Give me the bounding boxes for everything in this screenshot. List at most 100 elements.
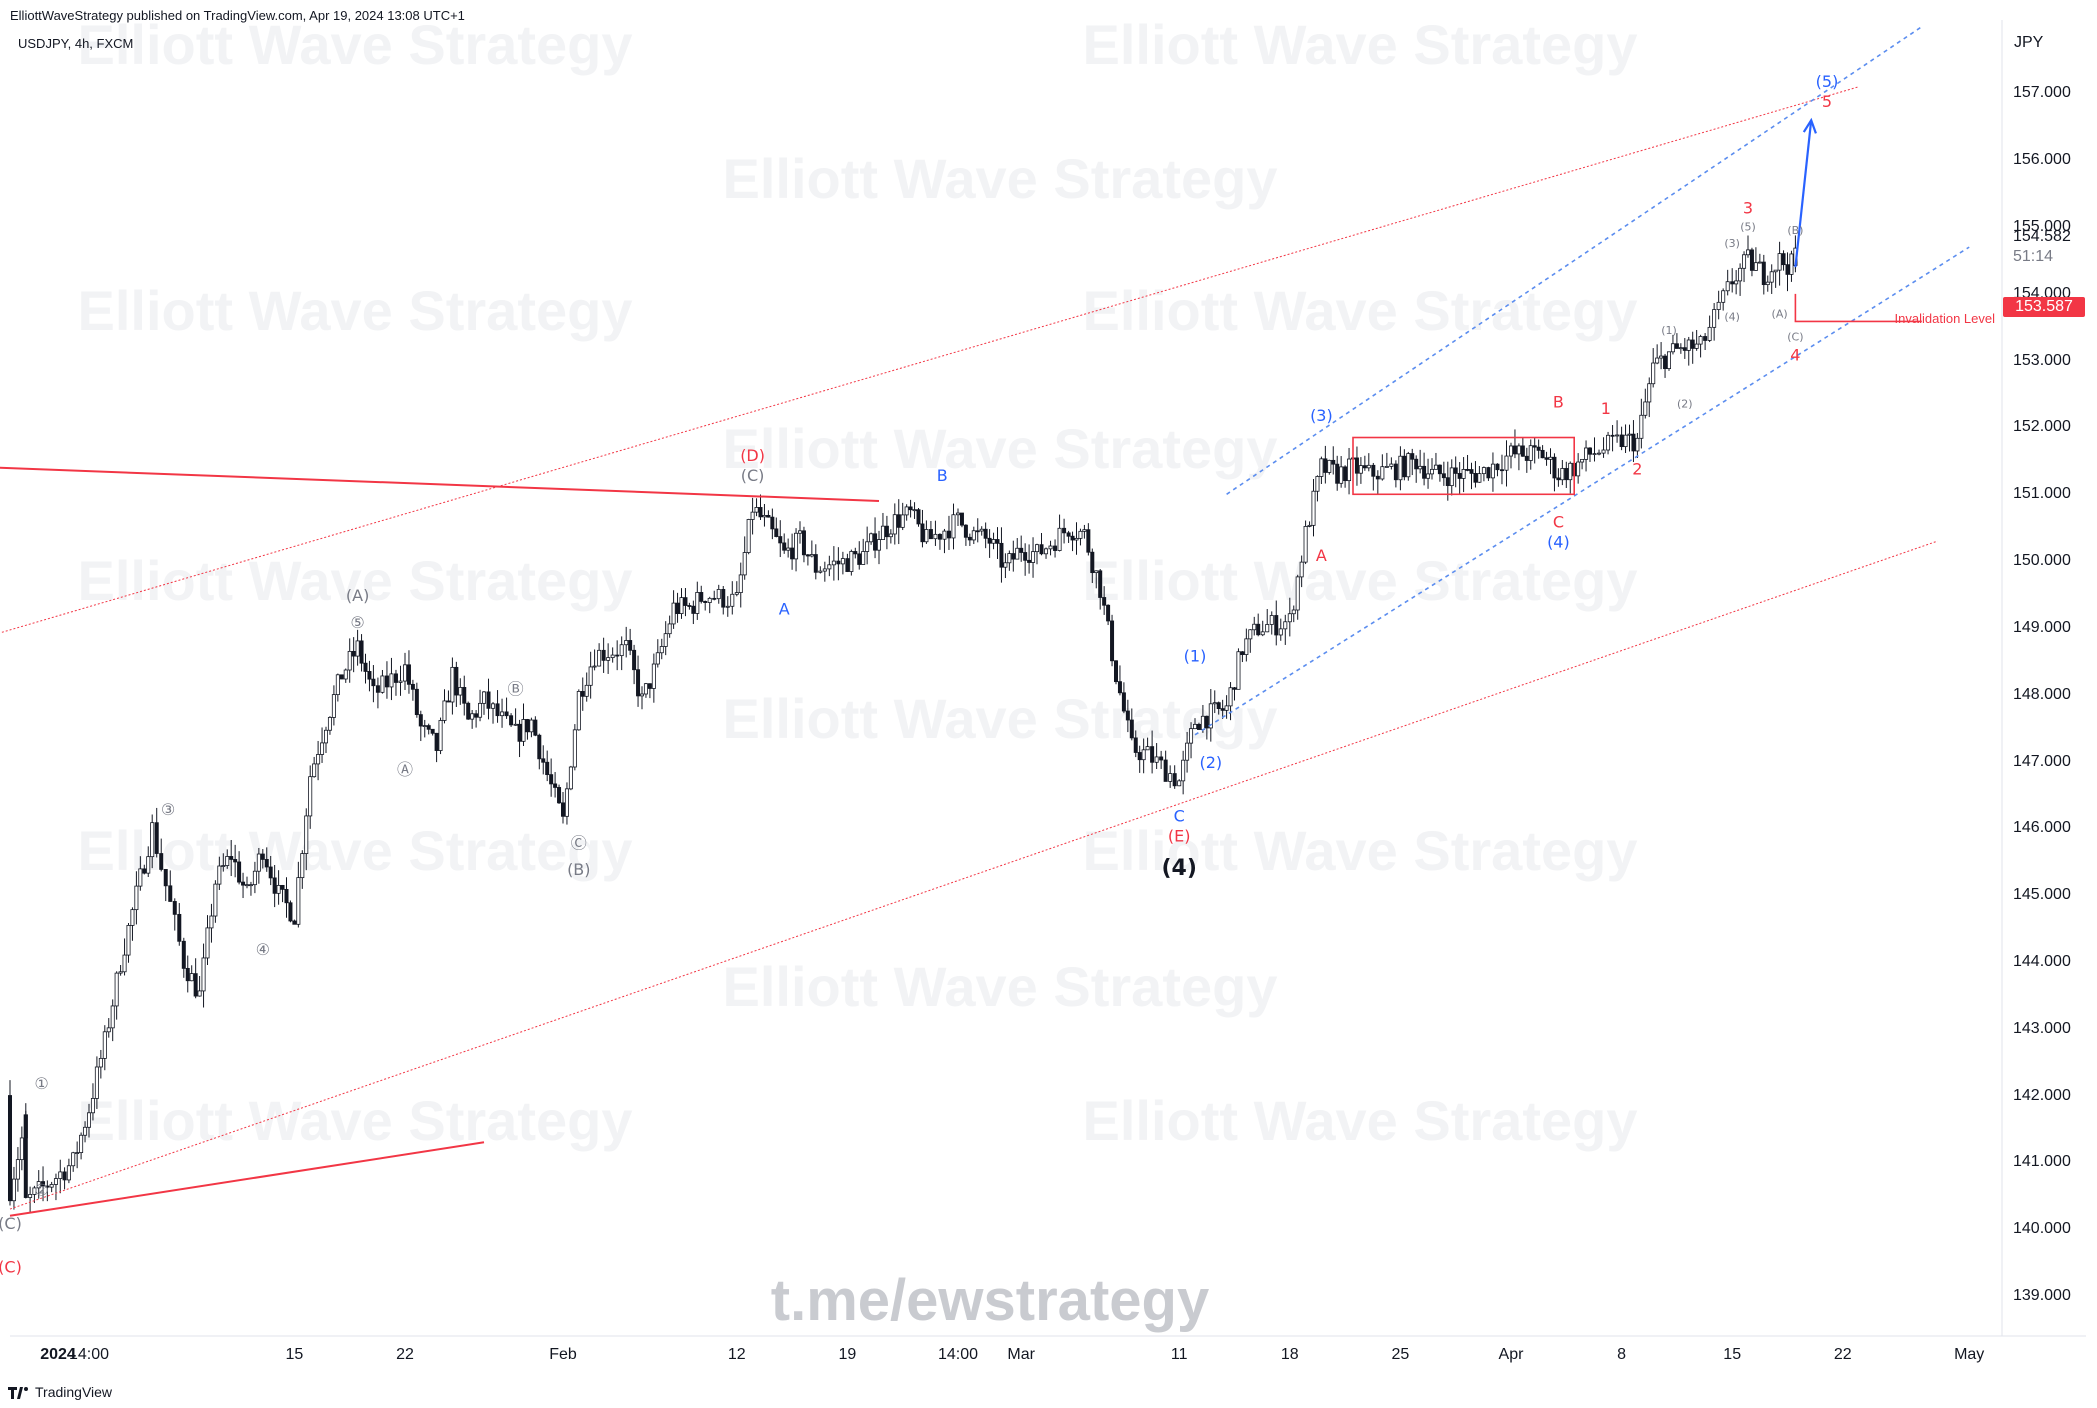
candle-body	[1389, 463, 1394, 467]
wave-label: (C)	[0, 1258, 22, 1277]
candle-body	[1236, 651, 1241, 690]
candle-body	[491, 703, 496, 709]
candle-body	[1631, 433, 1636, 452]
candle-body	[1655, 357, 1660, 364]
candle-body	[1274, 615, 1279, 636]
candle-body	[1473, 472, 1478, 483]
candle-body	[237, 861, 242, 883]
candle-body	[300, 853, 305, 879]
price-label: 157.000	[2013, 84, 2071, 102]
candle-body	[217, 865, 222, 885]
time-label: 8	[1617, 1346, 1627, 1363]
candle-body	[1777, 253, 1782, 271]
candle-body	[495, 703, 500, 717]
watermark-text: Elliott Wave Strategy	[723, 147, 1278, 210]
candle-body	[90, 1098, 95, 1114]
candle-body	[1721, 290, 1726, 303]
candle-body	[1283, 621, 1288, 630]
time-label: 22	[396, 1346, 414, 1363]
candle-body	[1311, 490, 1316, 526]
candle-body	[393, 673, 398, 683]
price-label: 150.000	[2013, 552, 2071, 570]
symbol-info[interactable]: USDJPY, 4h, FXCM	[18, 36, 134, 51]
candle-body	[260, 853, 265, 860]
candle-body	[426, 725, 431, 730]
candle-body	[762, 514, 767, 518]
candle-body	[41, 1181, 46, 1187]
candle-body	[1606, 434, 1611, 451]
candle-body	[580, 691, 585, 697]
candle-body	[750, 511, 755, 520]
candle-body	[730, 593, 735, 607]
candle-body	[193, 973, 198, 997]
candle-body	[809, 554, 814, 557]
candle-body	[316, 754, 321, 765]
tradingview-icon	[8, 1386, 30, 1399]
candle-body	[380, 675, 385, 693]
time-label: 18	[1280, 1346, 1299, 1363]
candle-body	[766, 514, 771, 518]
candle-body	[1252, 623, 1257, 631]
candle-body	[1117, 681, 1122, 694]
candle-body	[1639, 414, 1644, 439]
candle-body	[916, 509, 921, 525]
wave-label: (C)	[0, 1214, 22, 1233]
tradingview-logo[interactable]: TradingView	[8, 1384, 112, 1400]
triangle-trendline	[9, 1141, 485, 1217]
candle-body	[1110, 620, 1115, 662]
candle-body	[734, 592, 739, 595]
candle-body	[1610, 434, 1615, 437]
candle-body	[1445, 477, 1450, 487]
candle-body	[610, 654, 615, 659]
candle-body	[1015, 547, 1020, 560]
candle-body	[845, 558, 850, 572]
candle-body	[49, 1184, 54, 1188]
candle-body	[474, 713, 479, 718]
candle-body	[572, 729, 577, 768]
candle-body	[481, 691, 486, 704]
candle-body	[264, 859, 269, 868]
candle-body	[11, 1178, 16, 1202]
candle-body	[177, 913, 182, 942]
candle-body	[699, 592, 704, 602]
wave-label: (E)	[1168, 827, 1191, 846]
candle-body	[1343, 466, 1348, 482]
candle-body	[1548, 456, 1553, 460]
candle-body	[1465, 469, 1470, 471]
invalidation-level-label: Invalidation Level	[1895, 311, 1996, 326]
candle-body	[1027, 559, 1032, 563]
wave-label: C	[1174, 807, 1185, 826]
candle-body	[94, 1066, 99, 1099]
candle-body	[975, 530, 980, 533]
candle-body	[1358, 465, 1363, 474]
candle-body	[1520, 445, 1525, 457]
candle-body	[790, 547, 795, 560]
watermark-text: Elliott Wave Strategy	[78, 279, 633, 342]
candle-body	[53, 1178, 58, 1185]
candle-body	[130, 909, 135, 926]
candle-body	[213, 883, 218, 917]
candle-body	[470, 713, 475, 720]
price-label: 143.000	[2013, 1019, 2071, 1037]
candle-body	[1204, 715, 1209, 729]
candle-body	[1291, 609, 1296, 615]
price-label: 148.000	[2013, 685, 2071, 703]
candle-body	[1422, 465, 1427, 479]
candle-body	[1260, 631, 1265, 636]
candle-body	[327, 717, 332, 731]
candle-body	[853, 551, 858, 555]
candle-body	[225, 856, 230, 866]
candle-body	[276, 884, 281, 894]
candle-body	[1327, 459, 1332, 473]
candle-body	[1437, 464, 1442, 475]
wave-label: ④	[256, 940, 270, 959]
candle-body	[233, 859, 238, 863]
candle-body	[1172, 773, 1177, 787]
candle-body	[304, 815, 309, 854]
candle-body	[1102, 597, 1107, 606]
candle-body	[1430, 468, 1435, 475]
candle-body	[1703, 336, 1708, 341]
candle-body	[568, 766, 573, 790]
candle-body	[920, 523, 925, 543]
